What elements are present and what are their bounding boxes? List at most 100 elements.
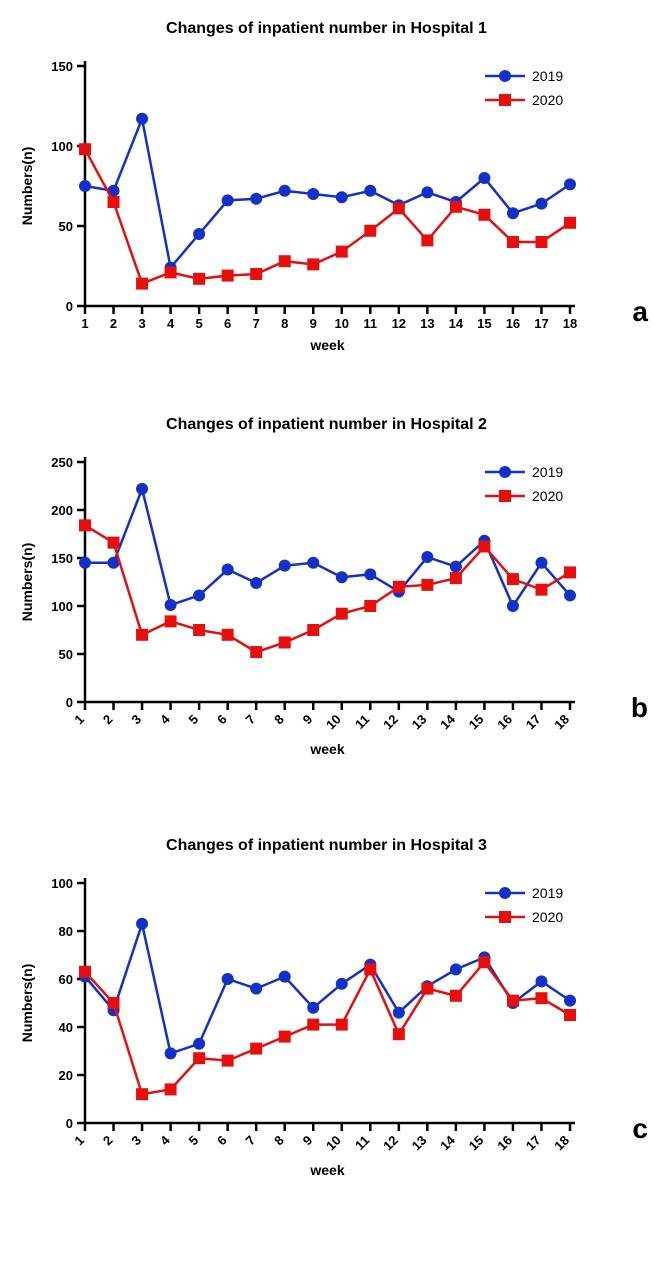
chart-svg: 050100150123456789101112131415161718week… (10, 46, 630, 376)
chart-panel-a: Changes of inpatient number in Hospital … (10, 20, 643, 376)
svg-text:100: 100 (51, 876, 73, 891)
svg-text:2: 2 (110, 316, 117, 331)
series-marker-2019 (79, 180, 91, 192)
series-marker-2019 (450, 561, 462, 573)
chart-svg: 020406080100123456789101112131415161718w… (10, 863, 630, 1218)
series-marker-2020 (336, 608, 348, 620)
series-marker-2020 (108, 196, 120, 208)
series-marker-2020 (507, 236, 519, 248)
series-marker-2019 (250, 577, 262, 589)
series-marker-2020 (336, 246, 348, 258)
legend-marker-2019 (499, 466, 511, 478)
legend-label-2020: 2020 (532, 909, 563, 925)
series-marker-2019 (364, 568, 376, 580)
series-marker-2020 (79, 966, 91, 978)
series-marker-2019 (279, 185, 291, 197)
panel-label-b: b (631, 692, 648, 724)
legend-marker-2020 (499, 94, 511, 106)
svg-text:0: 0 (66, 299, 73, 314)
series-marker-2020 (478, 540, 490, 552)
series-marker-2019 (165, 1047, 177, 1059)
series-marker-2019 (421, 186, 433, 198)
series-marker-2020 (165, 266, 177, 278)
series-marker-2019 (564, 178, 576, 190)
series-marker-2019 (564, 995, 576, 1007)
legend-label-2019: 2019 (532, 68, 563, 84)
svg-text:16: 16 (506, 316, 520, 331)
series-marker-2020 (393, 202, 405, 214)
series-marker-2020 (535, 992, 547, 1004)
svg-text:17: 17 (534, 316, 548, 331)
svg-text:11: 11 (363, 316, 377, 331)
series-marker-2020 (136, 629, 148, 641)
series-marker-2019 (193, 1038, 205, 1050)
svg-text:150: 150 (51, 551, 73, 566)
series-marker-2020 (193, 273, 205, 285)
series-marker-2020 (564, 566, 576, 578)
svg-text:80: 80 (59, 924, 73, 939)
svg-text:8: 8 (281, 316, 288, 331)
chart-svg: 0501001502002501234567891011121314151617… (10, 442, 630, 797)
series-marker-2019 (136, 113, 148, 125)
series-marker-2019 (222, 564, 234, 576)
series-marker-2020 (478, 209, 490, 221)
y-axis-label: Numbers(n) (19, 147, 35, 226)
series-marker-2019 (250, 983, 262, 995)
series-marker-2020 (421, 234, 433, 246)
series-marker-2020 (222, 1055, 234, 1067)
panel-title: Changes of inpatient number in Hospital … (10, 416, 643, 434)
series-marker-2020 (535, 236, 547, 248)
series-marker-2020 (421, 579, 433, 591)
series-marker-2019 (279, 560, 291, 572)
series-marker-2020 (79, 519, 91, 531)
svg-text:7: 7 (253, 316, 260, 331)
series-marker-2020 (250, 646, 262, 658)
chart-panel-b: Changes of inpatient number in Hospital … (10, 416, 643, 797)
series-marker-2020 (279, 1031, 291, 1043)
series-marker-2019 (336, 571, 348, 583)
y-axis-label: Numbers(n) (19, 964, 35, 1043)
svg-text:6: 6 (224, 316, 231, 331)
legend-marker-2020 (499, 911, 511, 923)
legend-marker-2019 (499, 70, 511, 82)
panel-label-a: a (632, 296, 648, 328)
series-marker-2020 (393, 581, 405, 593)
series-marker-2020 (450, 572, 462, 584)
svg-text:1: 1 (81, 316, 88, 331)
panel-title: Changes of inpatient number in Hospital … (10, 20, 643, 38)
series-marker-2019 (279, 971, 291, 983)
series-marker-2019 (222, 973, 234, 985)
series-marker-2019 (165, 599, 177, 611)
series-marker-2020 (307, 1019, 319, 1031)
svg-text:13: 13 (420, 316, 434, 331)
svg-text:10: 10 (335, 316, 349, 331)
series-marker-2020 (535, 584, 547, 596)
series-marker-2020 (136, 278, 148, 290)
series-marker-2020 (564, 1009, 576, 1021)
x-axis-label: week (309, 337, 344, 353)
series-marker-2020 (507, 995, 519, 1007)
svg-text:3: 3 (138, 316, 145, 331)
x-axis-label: week (309, 741, 344, 757)
series-marker-2019 (450, 963, 462, 975)
series-marker-2019 (364, 185, 376, 197)
series-marker-2020 (450, 990, 462, 1002)
svg-text:0: 0 (66, 1116, 73, 1131)
panel-title: Changes of inpatient number in Hospital … (10, 837, 643, 855)
series-marker-2019 (307, 1002, 319, 1014)
series-marker-2019 (507, 600, 519, 612)
legend-marker-2020 (499, 490, 511, 502)
series-marker-2019 (136, 483, 148, 495)
legend-marker-2019 (499, 887, 511, 899)
series-marker-2020 (336, 1019, 348, 1031)
svg-text:12: 12 (392, 316, 406, 331)
y-axis-label: Numbers(n) (19, 543, 35, 622)
series-marker-2020 (364, 225, 376, 237)
series-marker-2020 (478, 956, 490, 968)
series-marker-2020 (165, 1083, 177, 1095)
svg-text:250: 250 (51, 455, 73, 470)
chart-wrap: 020406080100123456789101112131415161718w… (10, 863, 643, 1218)
legend-label-2020: 2020 (532, 92, 563, 108)
series-marker-2020 (307, 624, 319, 636)
series-marker-2019 (535, 557, 547, 569)
